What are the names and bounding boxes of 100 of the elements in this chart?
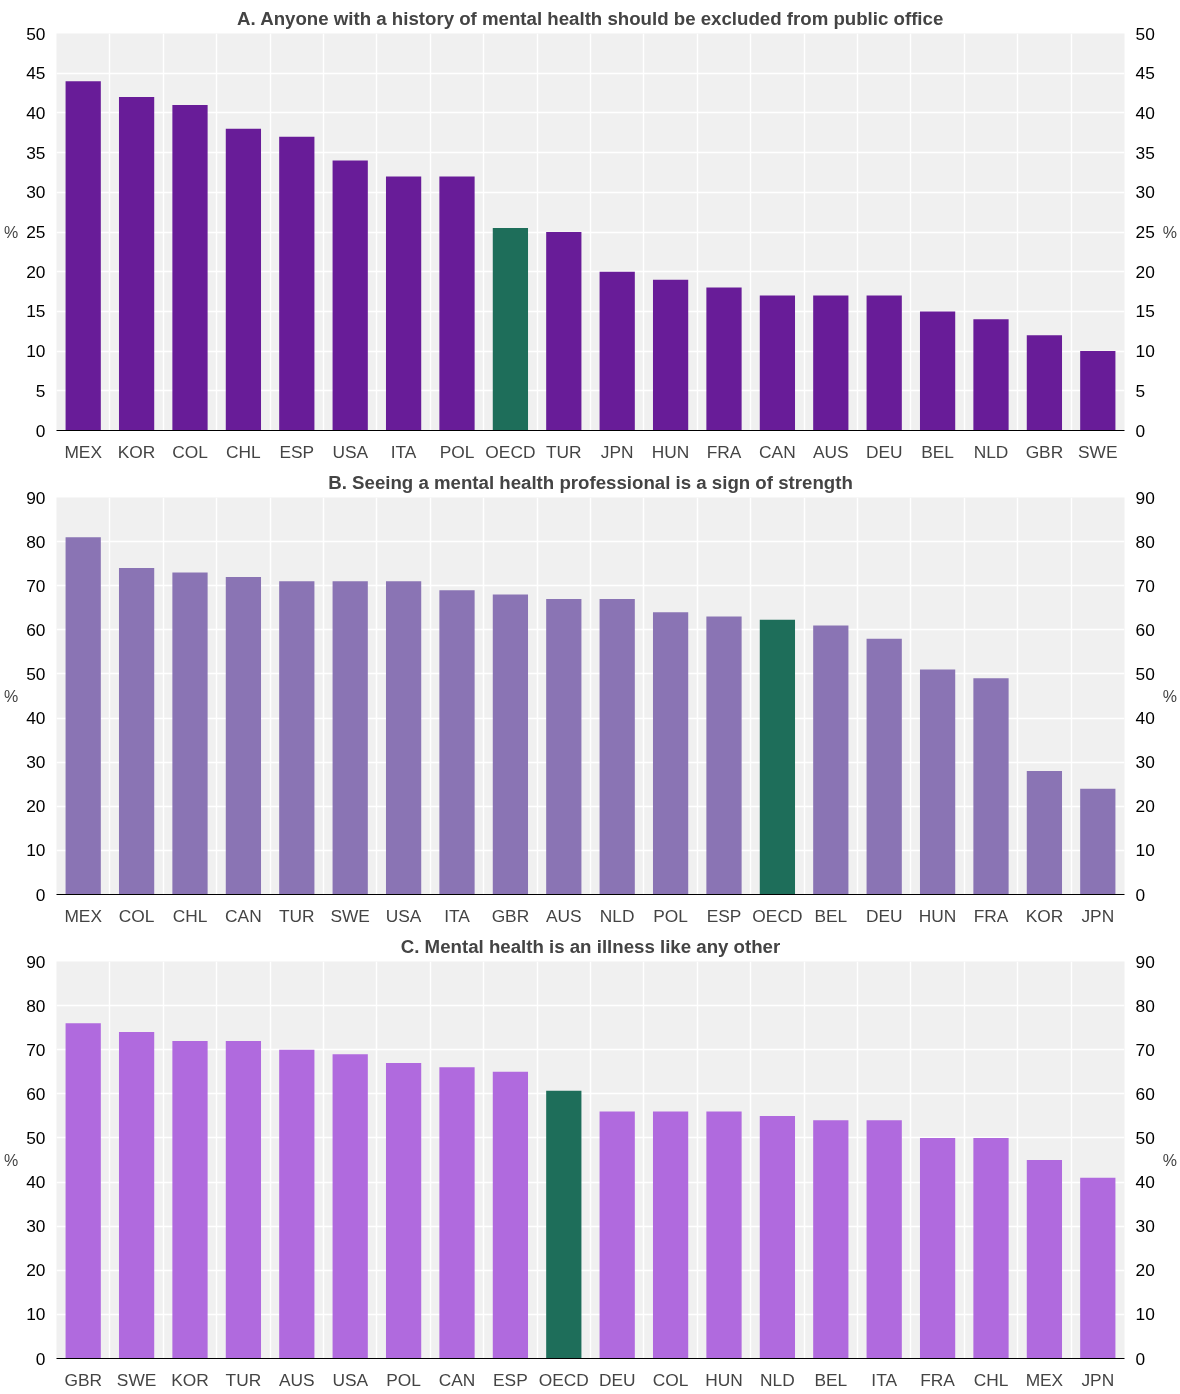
y-tick-label: 50: [26, 1127, 46, 1148]
x-tick-label: CHL: [973, 1369, 1009, 1390]
x-tick-label: SWE: [1078, 441, 1118, 462]
y-tick-label: 20: [26, 796, 46, 817]
x-tick-label: POL: [653, 905, 689, 926]
bar: [492, 1071, 529, 1359]
y-tick-label: 10: [26, 1304, 46, 1325]
y-tick-label: 25: [26, 222, 46, 242]
x-tick-label: CHL: [226, 441, 262, 462]
bar: [332, 1054, 368, 1359]
x-tick-label: DEU: [865, 441, 903, 462]
x-tick-label: MEX: [64, 905, 103, 926]
x-tick-label: CAN: [759, 441, 796, 462]
y2-tick-label: 80: [1135, 531, 1155, 552]
y-tick-label: 70: [26, 575, 46, 596]
x-tick-label: OECD: [752, 905, 803, 926]
bar: [385, 176, 422, 431]
bar: [439, 1067, 475, 1359]
y2-tick-label: 45: [1135, 63, 1155, 84]
y2-tick-label: 10: [1135, 1304, 1155, 1325]
y2-tick-label: 40: [1135, 102, 1155, 123]
bar: [225, 128, 262, 431]
bar: [1080, 788, 1116, 895]
bar: [225, 576, 262, 895]
y-tick-label: 80: [26, 995, 46, 1016]
bar: [866, 295, 902, 431]
y-tick-label: 35: [26, 142, 46, 163]
bar: [652, 612, 689, 895]
x-tick-label: SWE: [330, 905, 370, 926]
x-tick-label: KOR: [171, 1369, 209, 1390]
y-tick-label: 5: [35, 380, 46, 401]
x-tick-label: OECD: [538, 1369, 589, 1390]
bar: [118, 1032, 155, 1359]
x-tick-label: USA: [332, 1369, 369, 1390]
bar: [599, 271, 635, 431]
y-tick-label: 15: [26, 301, 46, 322]
bar: [973, 1137, 1009, 1359]
bar: [492, 228, 529, 431]
x-tick-label: ESP: [706, 905, 742, 926]
y-tick-label: 20: [26, 261, 46, 282]
x-tick-label: TUR: [225, 1369, 262, 1390]
x-tick-label: ESP: [493, 1369, 528, 1390]
x-tick-label: ITA: [871, 1369, 898, 1390]
bar: [1026, 770, 1063, 895]
y2-tick-label: 35: [1135, 142, 1155, 163]
y2-tick-label: 60: [1135, 619, 1155, 640]
bar: [599, 598, 635, 895]
bar: [652, 279, 689, 431]
y2-axis-title: %: [1162, 1151, 1178, 1169]
y-tick-label: 60: [26, 619, 46, 640]
x-tick-label: GBR: [1025, 441, 1064, 462]
bar: [546, 232, 582, 431]
x-tick-label: CHL: [172, 905, 208, 926]
y-tick-label: 50: [26, 663, 46, 684]
x-tick-label: CAN: [225, 905, 262, 926]
x-tick-label: SWE: [116, 1369, 157, 1390]
bar: [332, 160, 368, 431]
x-tick-label: COL: [118, 905, 155, 926]
y-tick-label: 45: [26, 63, 46, 84]
bar: [172, 572, 208, 895]
x-tick-label: HUN: [651, 441, 690, 462]
bar: [759, 295, 796, 431]
y-tick-label: 0: [35, 420, 46, 441]
x-tick-label: NLD: [973, 441, 1009, 462]
x-tick-label: GBR: [64, 1369, 102, 1390]
bar: [439, 176, 475, 431]
bar: [492, 594, 529, 895]
bar: [1080, 351, 1116, 431]
x-tick-label: BEL: [814, 905, 848, 926]
x-tick-label: TUR: [545, 441, 582, 462]
y2-tick-label: 15: [1135, 301, 1155, 322]
chart-title: B. Seeing a mental health professional is a sign of strength: [328, 471, 853, 493]
y2-tick-label: 0: [1135, 420, 1146, 441]
y2-tick-label: 10: [1135, 840, 1155, 861]
x-tick-label: MEX: [1025, 1369, 1064, 1390]
x-tick-label: KOR: [1025, 905, 1064, 926]
bar: [385, 581, 422, 895]
bar: [279, 581, 315, 895]
bar: [172, 104, 208, 431]
x-tick-label: POL: [439, 441, 475, 462]
chart-title: C. Mental health is an illness like any other: [400, 935, 781, 957]
x-tick-label: KOR: [117, 441, 156, 462]
y2-tick-label: 90: [1135, 487, 1155, 508]
y2-tick-label: 20: [1135, 796, 1155, 817]
y2-tick-label: 40: [1135, 1172, 1155, 1193]
x-tick-label: CAN: [438, 1369, 476, 1390]
y2-tick-label: 50: [1135, 1127, 1155, 1148]
bar: [706, 287, 742, 431]
y-tick-label: 30: [26, 1216, 46, 1237]
x-tick-label: HUN: [705, 1369, 743, 1390]
y2-tick-label: 30: [1135, 752, 1155, 773]
x-tick-label: FRA: [973, 905, 1009, 926]
y-tick-label: 60: [26, 1083, 46, 1104]
bar: [546, 1090, 582, 1359]
bar: [813, 1120, 849, 1359]
x-tick-label: USA: [385, 905, 422, 926]
y-tick-label: 30: [26, 752, 46, 773]
bar: [279, 1049, 315, 1359]
y2-tick-label: 5: [1135, 380, 1146, 401]
y2-tick-label: 30: [1135, 182, 1155, 203]
